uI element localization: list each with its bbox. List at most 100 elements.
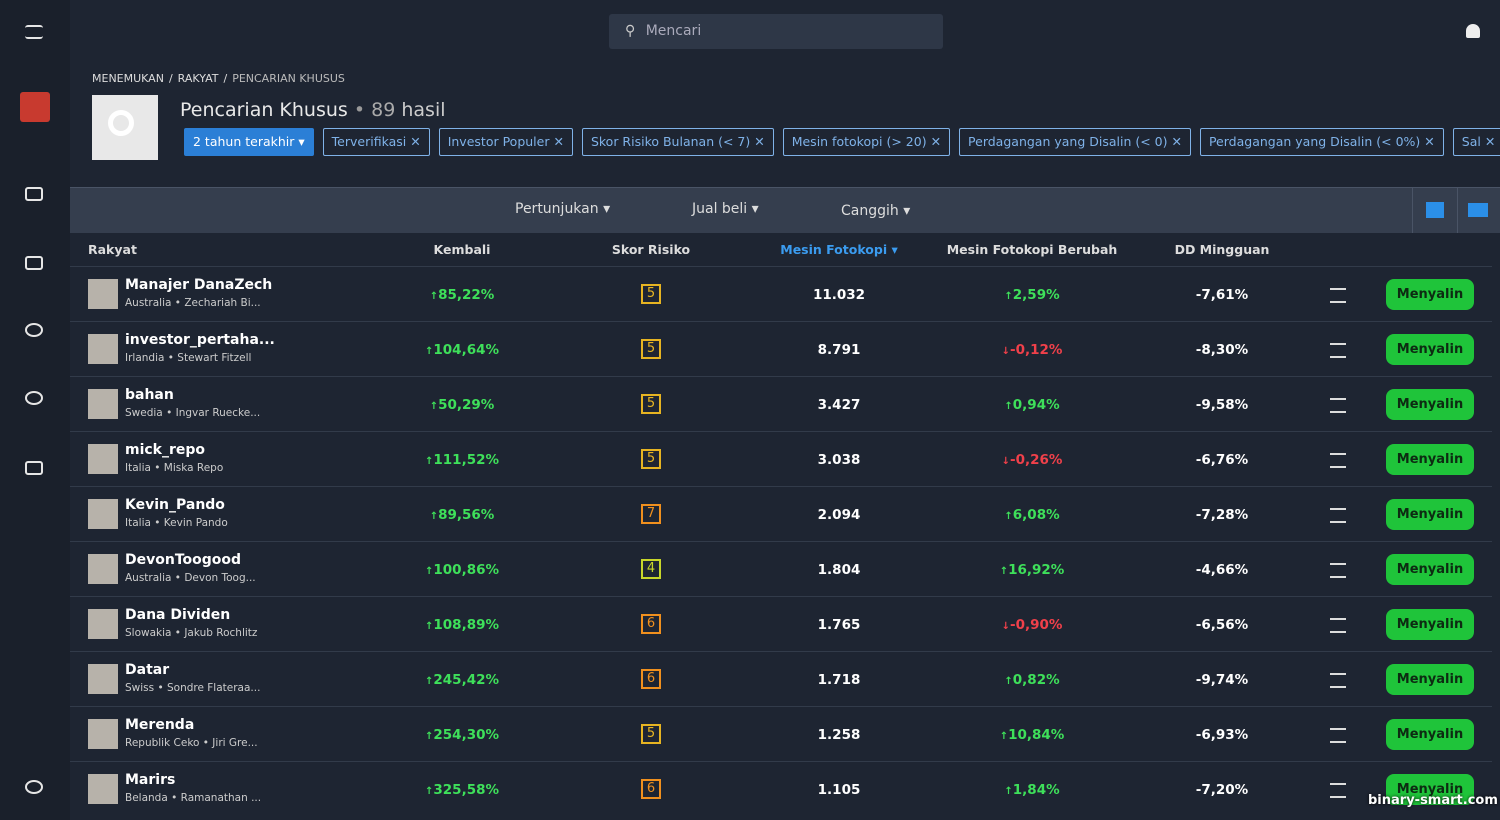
cell: ↑104,64%: [424, 342, 500, 358]
cell: ↓-0,12%: [1001, 342, 1063, 358]
value: 1,84%: [1012, 782, 1060, 798]
value: 89,56%: [438, 507, 495, 523]
cell: ↑245,42%: [424, 672, 500, 688]
value: 3.038: [817, 452, 861, 468]
cell: -7,20%: [1196, 782, 1248, 798]
table-row[interactable]: Datar Swiss • Sondre Flateraa... ↑245,42% 6…: [70, 651, 1492, 707]
value: -6,56%: [1195, 617, 1249, 633]
search-box[interactable]: ⚲ Mencari: [609, 14, 943, 49]
copy-button[interactable]: Menyalin: [1386, 609, 1474, 640]
risk-score: 5: [641, 449, 661, 469]
cell: ↑1,84%: [1004, 782, 1060, 798]
cell: ↑108,89%: [424, 617, 500, 633]
table-row[interactable]: Kevin_Pando Italia • Kevin Pando ↑89,56% 7 2…: [70, 486, 1492, 542]
column-header[interactable]: DD Mingguan: [1174, 242, 1270, 257]
portfolio-icon[interactable]: [25, 323, 43, 337]
trader-name: Marirs: [125, 772, 176, 788]
value: -6,76%: [1195, 452, 1249, 468]
crumb[interactable]: MENEMUKAN: [92, 72, 164, 85]
copy-button[interactable]: Menyalin: [1386, 719, 1474, 750]
table-row[interactable]: investor_pertaha... Irlandia • Stewart Fi…: [70, 321, 1492, 377]
filter-tag[interactable]: Investor Populer ✕: [438, 128, 573, 156]
copy-button[interactable]: Menyalin: [1386, 334, 1474, 365]
filter-tag[interactable]: Perdagangan yang Disalin (< 0) ✕: [959, 128, 1191, 156]
home-icon[interactable]: [25, 187, 43, 201]
column-header[interactable]: Skor Risiko: [611, 242, 691, 257]
watchlist-icon[interactable]: [25, 256, 43, 270]
bell-icon[interactable]: [1466, 24, 1480, 38]
copy-button[interactable]: Menyalin: [1386, 774, 1474, 805]
value: -9,74%: [1195, 672, 1249, 688]
copy-button[interactable]: Menyalin: [1386, 554, 1474, 585]
trader-name: mick_repo: [125, 442, 206, 458]
copy-button[interactable]: Menyalin: [1386, 389, 1474, 420]
column-header[interactable]: Kembali: [433, 242, 491, 257]
tb-item[interactable]: Pertunjukan ▾: [515, 201, 611, 217]
filter-tag[interactable]: Mesin fotokopi (> 20) ✕: [782, 128, 951, 156]
table-row[interactable]: Dana Dividen Slowakia • Jakub Rochlitz ↑10…: [70, 596, 1492, 652]
cell: ↓-0,90%: [1001, 617, 1063, 633]
count-label: hasil: [401, 99, 446, 121]
watch-icon[interactable]: [1330, 728, 1346, 743]
value: 1.804: [817, 562, 861, 578]
table-row[interactable]: mick_repo Italia • Miska Repo ↑111,52% 5 3.0…: [70, 431, 1492, 487]
watch-icon[interactable]: [1330, 673, 1346, 688]
risk-score: 6: [641, 669, 661, 689]
watch-icon[interactable]: [1330, 563, 1346, 578]
trader-name: Kevin_Pando: [125, 497, 225, 513]
filter-tag[interactable]: Terverifikasi ✕: [322, 128, 430, 156]
table-row[interactable]: Merenda Republik Ceko • Jiri Gre... ↑254,3…: [70, 706, 1492, 762]
filter-tag[interactable]: Skor Risiko Bulanan (< 7) ✕: [581, 128, 774, 156]
cell: 2.094: [818, 507, 861, 523]
trader-sub: Swedia • Ingvar Ruecke...: [125, 407, 261, 419]
grid-view[interactable]: [1426, 202, 1444, 218]
filter-label: Investor Populer: [447, 134, 550, 149]
table-row[interactable]: Marirs Belanda • Ramanathan ... ↑325,58% 6 1…: [70, 761, 1492, 817]
watch-icon[interactable]: [1330, 453, 1346, 468]
risk-score: 6: [641, 614, 661, 634]
filter-label: Sal: [1461, 134, 1481, 149]
column-header[interactable]: Mesin Fotokopi Berubah: [946, 242, 1118, 257]
menu-icon[interactable]: [25, 25, 43, 39]
avatar: [88, 664, 118, 694]
value: 85,22%: [438, 287, 495, 303]
watch-icon[interactable]: [1330, 618, 1346, 633]
tb-item[interactable]: Jual beli ▾: [692, 201, 759, 217]
watch-icon[interactable]: [1330, 398, 1346, 413]
tb-item[interactable]: Canggih ▾: [841, 203, 911, 219]
avatar[interactable]: [20, 92, 50, 122]
copy-button[interactable]: Menyalin: [1386, 499, 1474, 530]
watch-icon[interactable]: [1330, 343, 1346, 358]
copy-button[interactable]: Menyalin: [1386, 279, 1474, 310]
table-row[interactable]: Manajer DanaZech Australia • Zechariah Bi…: [70, 266, 1492, 322]
table-row[interactable]: DevonToogood Australia • Devon Toog... ↑10…: [70, 541, 1492, 597]
filter-label: 2 tahun terakhir: [193, 134, 295, 149]
filter-tag[interactable]: Perdagangan yang Disalin (< 0%) ✕: [1199, 128, 1444, 156]
search-icon[interactable]: [25, 391, 43, 405]
value: 6,08%: [1012, 507, 1060, 523]
cell: ↑0,94%: [1004, 397, 1060, 413]
value: 2,59%: [1012, 287, 1060, 303]
value: -6,93%: [1195, 727, 1249, 743]
copy-button[interactable]: Menyalin: [1386, 444, 1474, 475]
watch-icon[interactable]: [1330, 508, 1346, 523]
tile-view[interactable]: [1468, 203, 1488, 217]
filter-label: Skor Risiko Bulanan (< 7): [590, 134, 751, 149]
table-row[interactable]: bahan Swedia • Ingvar Ruecke... ↑50,29% 5 3.…: [70, 376, 1492, 432]
value: 108,89%: [433, 617, 500, 633]
value: 325,58%: [433, 782, 500, 798]
column-header[interactable]: Mesin Fotokopi ▾: [780, 242, 898, 257]
avatar: [88, 389, 118, 419]
settings-icon[interactable]: [25, 780, 43, 794]
crumb[interactable]: RAKYAT: [177, 72, 219, 85]
watch-icon[interactable]: [1330, 783, 1346, 798]
filter-tag[interactable]: 2 tahun terakhir ▾: [184, 128, 314, 156]
cell: 1.258: [818, 727, 861, 743]
watch-icon[interactable]: [1330, 288, 1346, 303]
copy-button[interactable]: Menyalin: [1386, 664, 1474, 695]
wallet-icon[interactable]: [25, 461, 43, 475]
filter-tag[interactable]: Sal ✕: [1452, 128, 1500, 156]
trader-name: Dana Dividen: [125, 607, 231, 623]
cell: ↑6,08%: [1004, 507, 1060, 523]
